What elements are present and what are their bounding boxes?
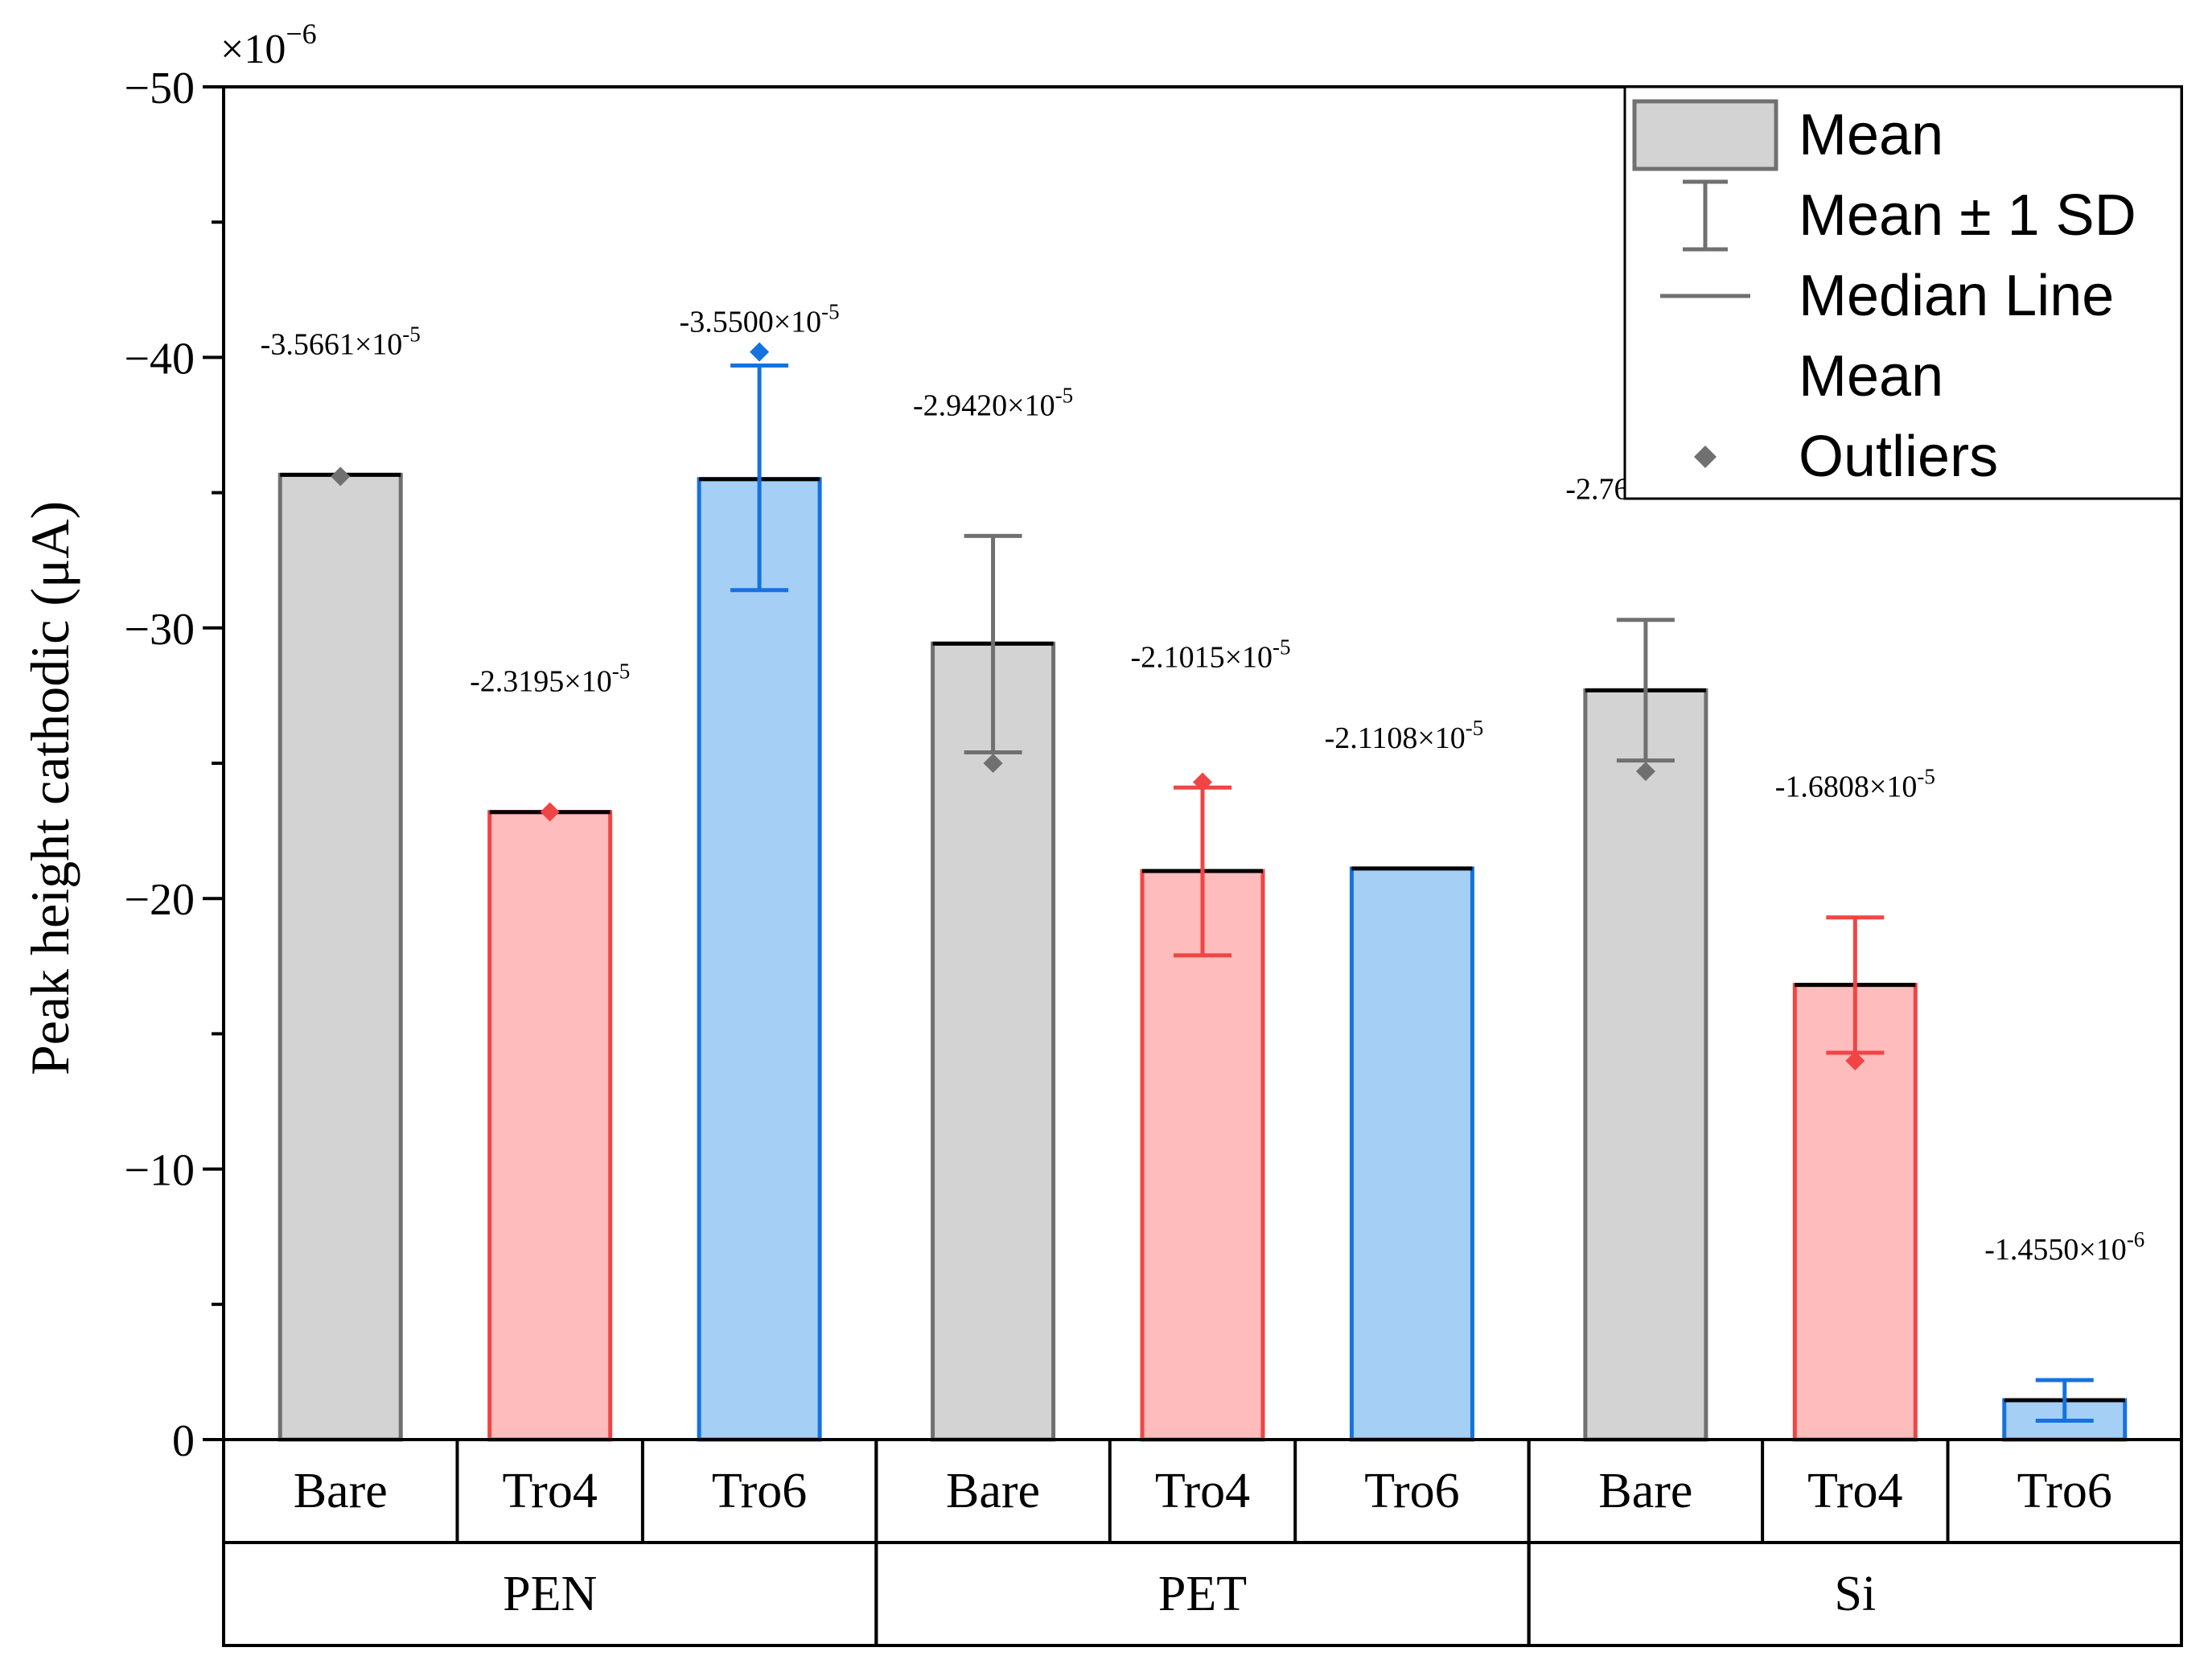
value-label-exp: -5	[1055, 383, 1074, 407]
y-tick-label: −50	[124, 64, 195, 113]
value-label-mantissa: -2.3195×10	[470, 665, 612, 699]
x-tick-label: Tro4	[502, 1464, 597, 1518]
value-label-exp: -5	[1917, 765, 1935, 789]
value-label-exp: -5	[612, 659, 631, 684]
value-label-exp: -5	[821, 299, 840, 323]
value-label-exp: -5	[1466, 716, 1484, 740]
value-label: -1.4550×10-6	[1984, 1227, 2144, 1267]
legend-outlier-swatch	[1694, 446, 1717, 468]
outlier-point	[750, 342, 770, 362]
value-label: -2.9420×10-5	[913, 383, 1073, 422]
x-tick-label: Bare	[294, 1464, 388, 1518]
y-tick-label: −20	[124, 875, 195, 925]
value-label-exp: -5	[402, 322, 420, 346]
value-label-mantissa: -2.1108×10	[1325, 721, 1466, 755]
x-tick-label: Bare	[946, 1464, 1040, 1518]
value-label: -2.3195×10-5	[470, 659, 630, 699]
x-tick-label: Tro4	[1807, 1464, 1902, 1518]
outlier-point	[1845, 1051, 1865, 1071]
legend-entry-label: Mean ± 1 SD	[1799, 183, 2136, 248]
y-axis-multiplier-base: ×10	[220, 27, 286, 72]
group-label: PEN	[503, 1567, 597, 1621]
value-label-exp: -6	[2127, 1227, 2145, 1251]
value-label-mantissa: -1.4550×10	[1984, 1233, 2127, 1267]
bar-si-bare	[1583, 688, 1708, 1442]
outlier-point	[540, 802, 560, 822]
y-tick-label: −10	[124, 1146, 195, 1196]
legend-entry-label: Outliers	[1799, 425, 1998, 489]
legend-entry-label: Mean	[1799, 103, 1943, 167]
legend-mean-swatch	[1632, 99, 1778, 171]
outlier-point	[983, 754, 1003, 773]
group-label: PET	[1158, 1567, 1247, 1621]
value-label: -3.5500×10-5	[680, 299, 840, 339]
y-tick-label: 0	[172, 1416, 195, 1466]
outlier-point	[331, 466, 351, 487]
x-tick-label: Tro6	[2017, 1464, 2112, 1518]
value-label-mantissa: -2.1015×10	[1130, 640, 1273, 674]
value-label: -2.1108×10-5	[1325, 716, 1484, 755]
group-row-cell	[1527, 1541, 2183, 1647]
y-tick-label: −40	[124, 334, 195, 384]
x-tick-label: Tro4	[1155, 1464, 1250, 1518]
value-label-mantissa: -3.5661×10	[261, 327, 403, 361]
bar-pet-tro4	[1140, 869, 1265, 1442]
bar-pen-tro6	[697, 477, 822, 1442]
outlier-point	[1635, 762, 1655, 782]
value-label-exp: -5	[1273, 635, 1291, 659]
value-label-mantissa: -2.9420×10	[913, 388, 1055, 422]
value-label-mantissa: -3.5500×10	[680, 305, 822, 339]
bar-pen-bare	[278, 472, 403, 1442]
bar-pet-tro6	[1349, 866, 1474, 1442]
x-tick-label: Tro6	[1364, 1464, 1459, 1518]
value-label: -1.6808×10-5	[1775, 765, 1935, 804]
legend-entry-label: Mean	[1799, 344, 1943, 409]
group-label: Si	[1834, 1567, 1876, 1621]
bar-pen-tro4	[487, 810, 613, 1442]
x-tick-label: Tro6	[712, 1464, 807, 1518]
x-tick-label: Bare	[1598, 1464, 1692, 1518]
y-axis-multiplier: ×10−6	[220, 18, 317, 72]
outlier-point	[1193, 772, 1212, 792]
y-axis-label: Peak height cathodic (μA)	[19, 501, 80, 1075]
y-tick-label: −30	[124, 605, 195, 655]
y-axis-multiplier-exp: −6	[286, 18, 316, 50]
value-label: -3.5661×10-5	[261, 322, 421, 361]
value-label-mantissa: -1.6808×10	[1775, 770, 1918, 804]
value-label: -2.1015×10-5	[1130, 635, 1290, 674]
legend-entry-label: Median Line	[1799, 264, 2114, 328]
